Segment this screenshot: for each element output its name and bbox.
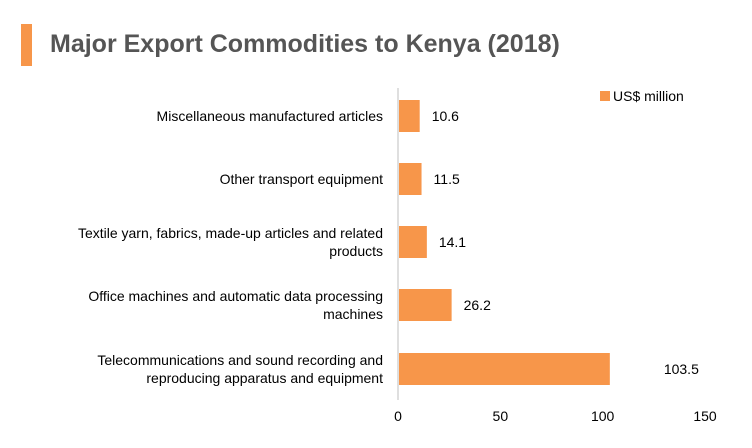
bar	[399, 353, 610, 385]
category-label: Miscellaneous manufactured articles	[157, 108, 383, 124]
data-label: 10.6	[432, 108, 459, 124]
legend-swatch	[600, 91, 610, 101]
x-tick-label: 150	[693, 408, 717, 424]
legend: US$ million	[600, 88, 684, 104]
x-tick-label: 100	[591, 408, 615, 424]
bar	[399, 100, 420, 132]
legend-label: US$ million	[613, 88, 684, 104]
data-label: 103.5	[664, 361, 699, 377]
category-label: Textile yarn, fabrics, made-up articles …	[78, 225, 383, 259]
data-label: 11.5	[434, 171, 460, 187]
data-label: 14.1	[439, 234, 466, 250]
x-tick-label: 0	[394, 408, 402, 424]
category-label: Other transport equipment	[220, 171, 384, 187]
category-label: Office machines and automatic data proce…	[88, 288, 383, 322]
data-label: 26.2	[464, 297, 491, 313]
bar	[399, 226, 427, 258]
title-accent-bar	[21, 24, 32, 66]
category-labels: Miscellaneous manufactured articles Other…	[78, 108, 383, 386]
category-label: Telecommunications and sound recording a…	[97, 352, 383, 386]
chart-title: Major Export Commodities to Kenya (2018)	[50, 30, 560, 58]
bar	[399, 289, 452, 321]
data-labels: 10.6 11.5 14.1 26.2 103.5	[432, 108, 699, 377]
x-tick-labels: 0 50 100 150	[394, 408, 717, 424]
bar	[399, 163, 422, 195]
bars	[399, 100, 610, 385]
x-tick-label: 50	[493, 408, 509, 424]
